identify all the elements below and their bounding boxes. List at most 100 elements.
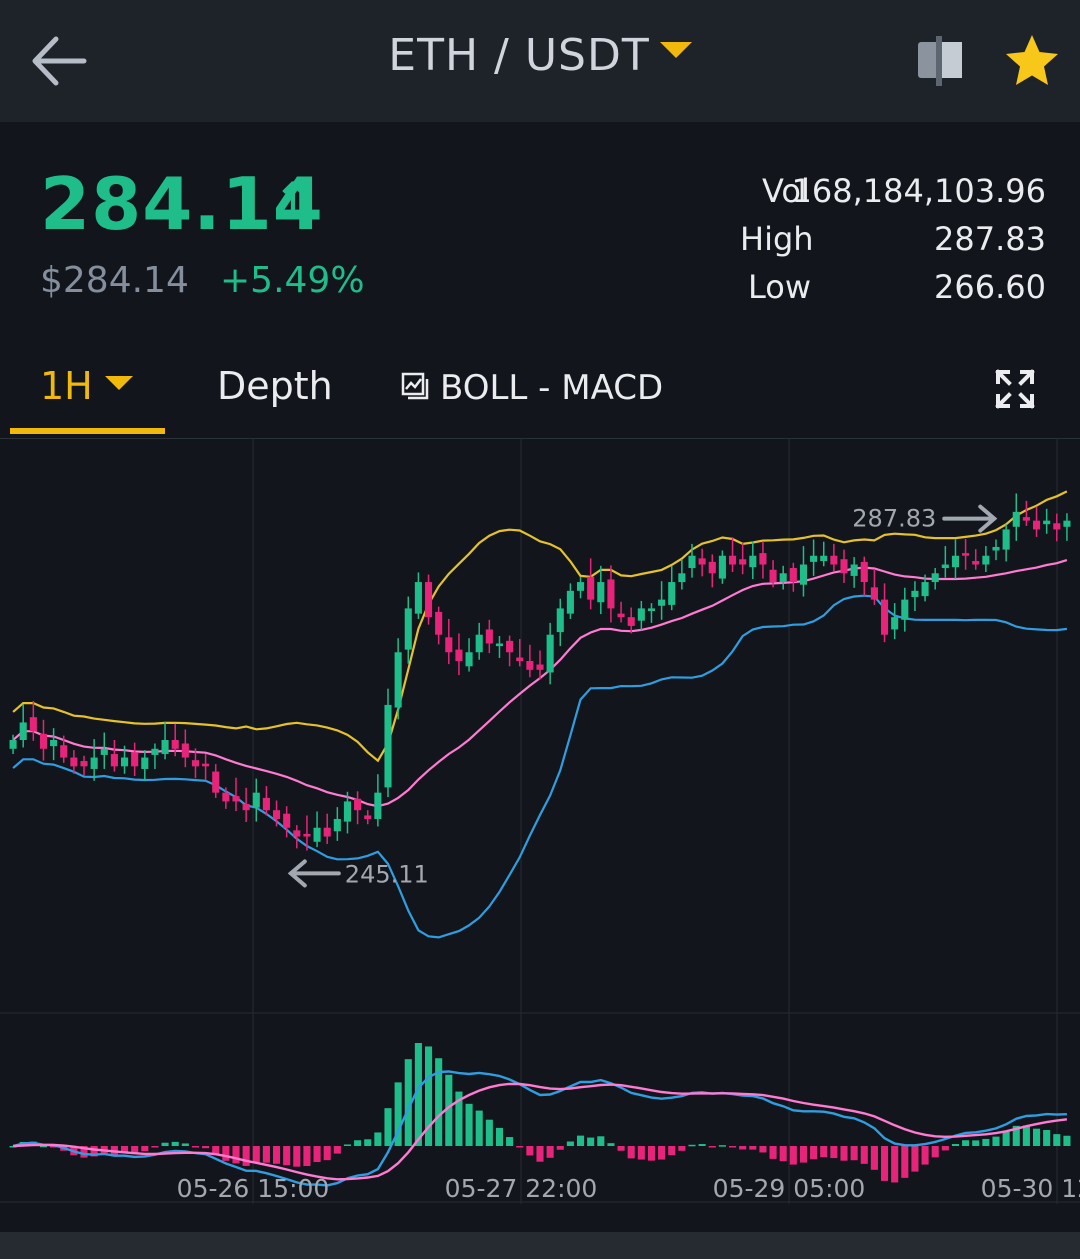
x-axis-tick-label: 05-26 15:00 xyxy=(177,1174,330,1203)
macd-histogram-bar xyxy=(9,1146,17,1148)
x-axis-tick-label: 05-30 12:00 xyxy=(981,1174,1080,1203)
macd-histogram-bar xyxy=(161,1142,169,1146)
macd-histogram-bar xyxy=(272,1146,281,1164)
candle-body xyxy=(242,804,250,811)
macd-histogram-bar xyxy=(1012,1125,1020,1146)
price-up-arrow-icon: ↑ xyxy=(272,172,314,230)
macd-histogram-bar xyxy=(283,1146,291,1166)
candle-body xyxy=(728,555,737,565)
candle-body xyxy=(992,546,1000,551)
macd-histogram-bar xyxy=(212,1146,220,1156)
caret-down-icon xyxy=(659,42,692,58)
tab-interval[interactable]: 1H xyxy=(40,364,133,408)
macd-histogram-bar xyxy=(39,1145,48,1148)
candle-body xyxy=(860,561,868,583)
macd-histogram-bar xyxy=(495,1127,504,1146)
low-value: 266.60 xyxy=(934,268,1046,306)
macd-histogram-bar xyxy=(465,1103,473,1146)
candle-body xyxy=(354,798,362,811)
candle-body xyxy=(779,573,787,583)
candle-body xyxy=(597,582,605,603)
macd-histogram-bar xyxy=(293,1146,301,1167)
fullscreen-button[interactable] xyxy=(992,366,1038,412)
candle-body xyxy=(272,810,281,819)
macd-histogram-bar xyxy=(1022,1125,1030,1146)
candle-body xyxy=(9,740,17,749)
candle-body xyxy=(404,608,412,650)
price-chart[interactable]: 287.83 245.11 05-26 15:00 05-27 22:00 05-29 … xyxy=(0,438,1080,1204)
candle-body xyxy=(29,717,37,732)
macd-histogram-bar xyxy=(151,1146,159,1148)
candle-body xyxy=(901,599,909,620)
candle-body xyxy=(506,640,514,653)
split-view-button[interactable] xyxy=(910,32,970,92)
macd-histogram-bar xyxy=(404,1059,412,1146)
candle-body xyxy=(789,568,797,583)
active-tab-indicator xyxy=(10,428,165,434)
candle-body xyxy=(921,582,929,597)
candle-body xyxy=(384,704,392,788)
candle-body xyxy=(1043,520,1051,525)
candle-body xyxy=(323,827,331,837)
macd-histogram-bar xyxy=(556,1146,564,1150)
macd-histogram-bar xyxy=(50,1146,58,1148)
arrow-left-icon xyxy=(32,36,87,86)
candle-body xyxy=(191,760,200,767)
candle-body xyxy=(911,590,919,597)
x-axis-tick-label: 05-29 05:00 xyxy=(713,1174,866,1203)
back-button[interactable] xyxy=(26,28,92,94)
candle-body xyxy=(424,582,433,618)
macd-histogram-bar xyxy=(880,1146,889,1181)
macd-histogram-bar xyxy=(962,1140,970,1146)
macd-histogram-bar xyxy=(202,1146,210,1149)
bottom-bar xyxy=(0,1232,1080,1259)
candle-body xyxy=(364,815,372,819)
candle-body xyxy=(485,629,493,644)
candle-body xyxy=(141,757,149,769)
macd-dif-line xyxy=(12,1070,1067,1187)
macd-histogram-bar xyxy=(252,1146,260,1163)
favorite-button[interactable] xyxy=(1000,30,1064,94)
candle-body xyxy=(962,553,970,556)
last-price: 284.14 xyxy=(40,162,324,246)
macd-histogram-bar xyxy=(617,1146,625,1151)
macd-histogram-bar xyxy=(222,1146,230,1161)
macd-histogram-bar xyxy=(992,1136,1000,1146)
macd-histogram-bar xyxy=(779,1146,787,1162)
candle-body xyxy=(647,608,656,612)
candle-body xyxy=(181,743,189,758)
candle-body xyxy=(161,740,169,755)
macd-histogram-bar xyxy=(485,1119,493,1146)
candle-body xyxy=(536,664,544,670)
chart-tabs: 1H Depth BOLL - MACD xyxy=(0,352,1080,439)
candle-body xyxy=(982,555,990,565)
caret-down-icon xyxy=(104,375,133,390)
star-icon xyxy=(1006,35,1058,85)
pair-selector[interactable]: ETH / USDT xyxy=(0,30,1080,81)
macd-histogram-bar xyxy=(627,1146,635,1159)
candlestick-chart: 287.83 245.11 05-26 15:00 05-27 22:00 05-29 … xyxy=(0,438,1080,1204)
candle-body xyxy=(394,652,402,708)
macd-histogram-bar xyxy=(333,1146,341,1154)
candle-body xyxy=(840,559,848,574)
candle-body xyxy=(39,733,48,749)
macd-histogram-bar xyxy=(171,1141,179,1146)
macd-histogram-bar xyxy=(972,1140,980,1146)
price-change-percent: +5.49% xyxy=(220,260,365,301)
candle-body xyxy=(799,564,808,585)
macd-histogram-bar xyxy=(688,1144,696,1147)
candle-body xyxy=(465,652,473,667)
macd-histogram-bar xyxy=(323,1146,331,1161)
tab-indicators[interactable]: BOLL - MACD xyxy=(400,368,663,408)
macd-histogram-bar xyxy=(354,1140,362,1146)
tab-depth[interactable]: Depth xyxy=(217,364,333,408)
candle-body xyxy=(546,634,554,673)
macd-histogram-bar xyxy=(799,1146,808,1163)
macd-histogram-bar xyxy=(668,1146,676,1156)
low-price-marker: 245.11 xyxy=(345,860,429,888)
candle-body xyxy=(131,752,139,767)
candle-body xyxy=(110,754,118,767)
top-bar: ETH / USDT xyxy=(0,0,1080,122)
macd-histogram-bar xyxy=(860,1146,868,1164)
candle-body xyxy=(810,555,818,562)
